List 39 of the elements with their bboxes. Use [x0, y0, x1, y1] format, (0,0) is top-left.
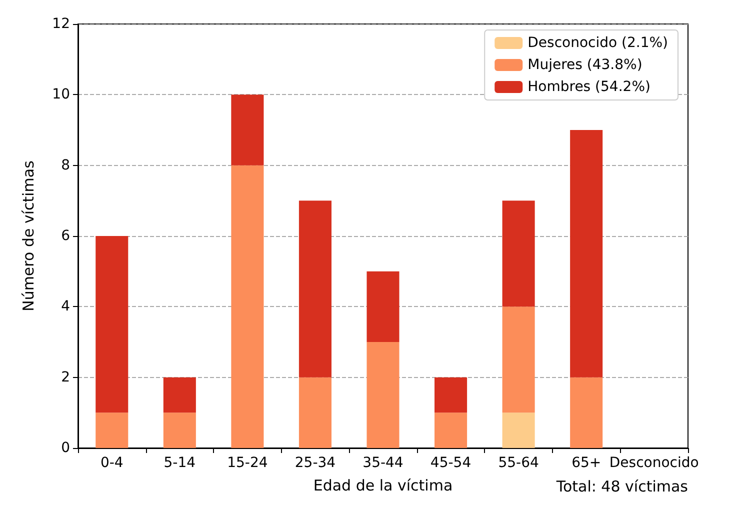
- bar: [434, 377, 468, 413]
- bar: [366, 271, 400, 342]
- bar: [502, 306, 535, 413]
- bar: [298, 200, 332, 378]
- bar: [298, 377, 332, 448]
- text: Total: 48 víctimas: [555, 478, 688, 496]
- bar: [502, 200, 535, 307]
- bar: [366, 342, 400, 448]
- y-tick-label: 0: [61, 440, 70, 456]
- bar: [502, 412, 535, 448]
- bar: [231, 165, 264, 448]
- y-tick-label: 4: [61, 298, 70, 315]
- legend-label: Desconocido (2.1%): [528, 35, 668, 51]
- bar: [96, 236, 128, 413]
- bar: [570, 377, 603, 448]
- y-tick-label: 8: [61, 157, 70, 174]
- y-axis-title: Número de víctimas: [20, 160, 38, 312]
- x-tick-label: Desconocido: [609, 455, 699, 471]
- y-tick-label: 12: [52, 16, 70, 32]
- x-tick-label: 25-34: [294, 455, 336, 471]
- bar: [231, 94, 264, 166]
- y-tick-label: 6: [61, 228, 70, 244]
- y-tick-label: 10: [52, 86, 70, 103]
- legend-label: Hombres (54.2%): [528, 79, 650, 95]
- x-tick-label: 0-4: [100, 455, 124, 471]
- x-tick-label: 65+: [572, 455, 602, 471]
- bar: [434, 412, 468, 448]
- legend-label: Mujeres (43.8%): [528, 57, 642, 73]
- x-tick-label: 55-64: [498, 455, 539, 471]
- x-tick-label: 35-44: [362, 455, 404, 471]
- y-tick-label: 2: [61, 369, 70, 386]
- x-tick-label: 5-14: [164, 455, 196, 471]
- bar: [570, 130, 603, 378]
- bar: [96, 412, 128, 448]
- x-tick-label: 45-54: [430, 455, 472, 471]
- x-axis-title: Edad de la víctima: [313, 476, 453, 494]
- x-tick-label: 15-24: [227, 455, 268, 471]
- bar: [163, 412, 196, 448]
- bar: [163, 377, 196, 413]
